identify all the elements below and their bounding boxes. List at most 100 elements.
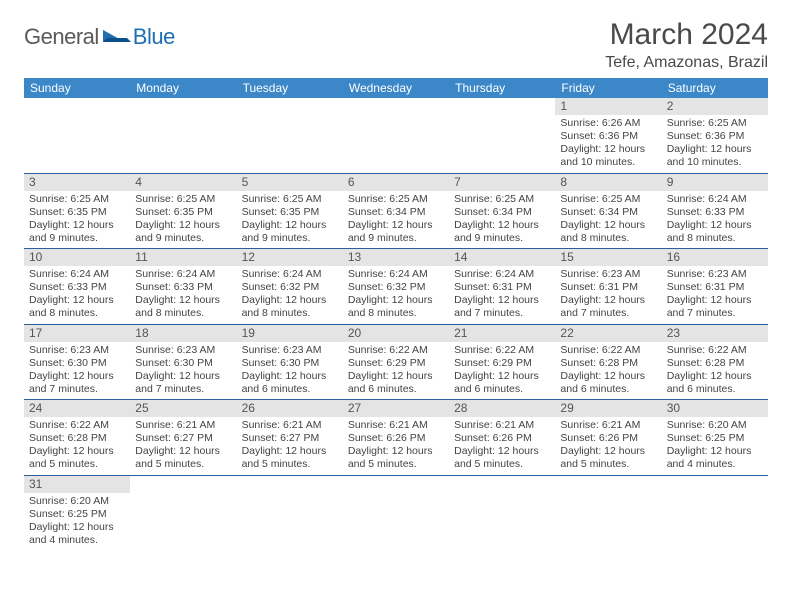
calendar-week-row: 10Sunrise: 6:24 AMSunset: 6:33 PMDayligh… xyxy=(24,249,768,325)
day-number: 26 xyxy=(237,400,343,417)
calendar-week-row: 24Sunrise: 6:22 AMSunset: 6:28 PMDayligh… xyxy=(24,400,768,476)
calendar-day-cell xyxy=(449,98,555,173)
calendar-day-cell: 13Sunrise: 6:24 AMSunset: 6:32 PMDayligh… xyxy=(343,249,449,325)
day-number: 19 xyxy=(237,325,343,342)
calendar-week-row: 1Sunrise: 6:26 AMSunset: 6:36 PMDaylight… xyxy=(24,98,768,173)
calendar-day-cell: 4Sunrise: 6:25 AMSunset: 6:35 PMDaylight… xyxy=(130,173,236,249)
logo-flag-icon xyxy=(103,28,131,46)
day-details: Sunrise: 6:25 AMSunset: 6:35 PMDaylight:… xyxy=(237,191,343,249)
day-number: 18 xyxy=(130,325,236,342)
day-details: Sunrise: 6:21 AMSunset: 6:27 PMDaylight:… xyxy=(130,417,236,475)
day-number: 15 xyxy=(555,249,661,266)
calendar-day-cell: 16Sunrise: 6:23 AMSunset: 6:31 PMDayligh… xyxy=(662,249,768,325)
weekday-header: Thursday xyxy=(449,78,555,98)
day-number: 10 xyxy=(24,249,130,266)
day-details: Sunrise: 6:23 AMSunset: 6:30 PMDaylight:… xyxy=(24,342,130,400)
calendar-day-cell: 18Sunrise: 6:23 AMSunset: 6:30 PMDayligh… xyxy=(130,324,236,400)
day-number: 21 xyxy=(449,325,555,342)
calendar-day-cell xyxy=(24,98,130,173)
calendar-day-cell: 26Sunrise: 6:21 AMSunset: 6:27 PMDayligh… xyxy=(237,400,343,476)
day-details: Sunrise: 6:21 AMSunset: 6:27 PMDaylight:… xyxy=(237,417,343,475)
calendar-week-row: 31Sunrise: 6:20 AMSunset: 6:25 PMDayligh… xyxy=(24,475,768,550)
location: Tefe, Amazonas, Brazil xyxy=(605,54,768,72)
calendar-day-cell: 14Sunrise: 6:24 AMSunset: 6:31 PMDayligh… xyxy=(449,249,555,325)
calendar-day-cell: 25Sunrise: 6:21 AMSunset: 6:27 PMDayligh… xyxy=(130,400,236,476)
day-details: Sunrise: 6:23 AMSunset: 6:31 PMDaylight:… xyxy=(662,266,768,324)
day-details: Sunrise: 6:25 AMSunset: 6:35 PMDaylight:… xyxy=(130,191,236,249)
calendar-day-cell: 30Sunrise: 6:20 AMSunset: 6:25 PMDayligh… xyxy=(662,400,768,476)
day-details: Sunrise: 6:21 AMSunset: 6:26 PMDaylight:… xyxy=(343,417,449,475)
day-details: Sunrise: 6:23 AMSunset: 6:31 PMDaylight:… xyxy=(555,266,661,324)
day-details: Sunrise: 6:20 AMSunset: 6:25 PMDaylight:… xyxy=(24,493,130,551)
header: General Blue March 2024 Tefe, Amazonas, … xyxy=(24,18,768,72)
day-details: Sunrise: 6:24 AMSunset: 6:32 PMDaylight:… xyxy=(343,266,449,324)
day-number: 28 xyxy=(449,400,555,417)
day-details: Sunrise: 6:25 AMSunset: 6:34 PMDaylight:… xyxy=(449,191,555,249)
calendar-day-cell: 1Sunrise: 6:26 AMSunset: 6:36 PMDaylight… xyxy=(555,98,661,173)
day-details: Sunrise: 6:22 AMSunset: 6:28 PMDaylight:… xyxy=(555,342,661,400)
day-number: 20 xyxy=(343,325,449,342)
calendar-week-row: 3Sunrise: 6:25 AMSunset: 6:35 PMDaylight… xyxy=(24,173,768,249)
calendar-day-cell: 27Sunrise: 6:21 AMSunset: 6:26 PMDayligh… xyxy=(343,400,449,476)
day-number: 22 xyxy=(555,325,661,342)
calendar-day-cell: 15Sunrise: 6:23 AMSunset: 6:31 PMDayligh… xyxy=(555,249,661,325)
day-number: 8 xyxy=(555,174,661,191)
calendar-day-cell xyxy=(130,475,236,550)
calendar-day-cell: 12Sunrise: 6:24 AMSunset: 6:32 PMDayligh… xyxy=(237,249,343,325)
calendar-day-cell: 8Sunrise: 6:25 AMSunset: 6:34 PMDaylight… xyxy=(555,173,661,249)
logo: General Blue xyxy=(24,18,175,50)
day-details: Sunrise: 6:25 AMSunset: 6:35 PMDaylight:… xyxy=(24,191,130,249)
calendar-day-cell: 21Sunrise: 6:22 AMSunset: 6:29 PMDayligh… xyxy=(449,324,555,400)
calendar-table: Sunday Monday Tuesday Wednesday Thursday… xyxy=(24,78,768,550)
day-details: Sunrise: 6:26 AMSunset: 6:36 PMDaylight:… xyxy=(555,115,661,173)
day-number: 11 xyxy=(130,249,236,266)
calendar-day-cell: 19Sunrise: 6:23 AMSunset: 6:30 PMDayligh… xyxy=(237,324,343,400)
day-number: 6 xyxy=(343,174,449,191)
calendar-day-cell: 22Sunrise: 6:22 AMSunset: 6:28 PMDayligh… xyxy=(555,324,661,400)
calendar-day-cell: 20Sunrise: 6:22 AMSunset: 6:29 PMDayligh… xyxy=(343,324,449,400)
day-number: 27 xyxy=(343,400,449,417)
calendar-day-cell: 31Sunrise: 6:20 AMSunset: 6:25 PMDayligh… xyxy=(24,475,130,550)
day-details: Sunrise: 6:24 AMSunset: 6:32 PMDaylight:… xyxy=(237,266,343,324)
day-details: Sunrise: 6:22 AMSunset: 6:28 PMDaylight:… xyxy=(24,417,130,475)
calendar-day-cell xyxy=(130,98,236,173)
day-details: Sunrise: 6:24 AMSunset: 6:33 PMDaylight:… xyxy=(662,191,768,249)
day-details: Sunrise: 6:22 AMSunset: 6:29 PMDaylight:… xyxy=(449,342,555,400)
day-details: Sunrise: 6:21 AMSunset: 6:26 PMDaylight:… xyxy=(449,417,555,475)
day-number: 17 xyxy=(24,325,130,342)
logo-text-blue: Blue xyxy=(133,24,175,50)
calendar-day-cell: 6Sunrise: 6:25 AMSunset: 6:34 PMDaylight… xyxy=(343,173,449,249)
day-number: 3 xyxy=(24,174,130,191)
calendar-day-cell xyxy=(343,98,449,173)
weekday-header: Tuesday xyxy=(237,78,343,98)
day-number: 16 xyxy=(662,249,768,266)
calendar-day-cell: 17Sunrise: 6:23 AMSunset: 6:30 PMDayligh… xyxy=(24,324,130,400)
calendar-day-cell: 29Sunrise: 6:21 AMSunset: 6:26 PMDayligh… xyxy=(555,400,661,476)
day-number: 12 xyxy=(237,249,343,266)
day-number: 23 xyxy=(662,325,768,342)
day-details: Sunrise: 6:20 AMSunset: 6:25 PMDaylight:… xyxy=(662,417,768,475)
day-details: Sunrise: 6:23 AMSunset: 6:30 PMDaylight:… xyxy=(130,342,236,400)
weekday-header: Sunday xyxy=(24,78,130,98)
calendar-day-cell: 2Sunrise: 6:25 AMSunset: 6:36 PMDaylight… xyxy=(662,98,768,173)
logo-text-general: General xyxy=(24,24,99,50)
calendar-day-cell: 5Sunrise: 6:25 AMSunset: 6:35 PMDaylight… xyxy=(237,173,343,249)
day-number: 7 xyxy=(449,174,555,191)
calendar-day-cell: 11Sunrise: 6:24 AMSunset: 6:33 PMDayligh… xyxy=(130,249,236,325)
day-number: 1 xyxy=(555,98,661,115)
calendar-day-cell xyxy=(555,475,661,550)
day-details: Sunrise: 6:22 AMSunset: 6:29 PMDaylight:… xyxy=(343,342,449,400)
weekday-header-row: Sunday Monday Tuesday Wednesday Thursday… xyxy=(24,78,768,98)
day-details: Sunrise: 6:22 AMSunset: 6:28 PMDaylight:… xyxy=(662,342,768,400)
day-number: 4 xyxy=(130,174,236,191)
day-number: 31 xyxy=(24,476,130,493)
day-number: 9 xyxy=(662,174,768,191)
calendar-day-cell: 24Sunrise: 6:22 AMSunset: 6:28 PMDayligh… xyxy=(24,400,130,476)
title-block: March 2024 Tefe, Amazonas, Brazil xyxy=(605,18,768,72)
day-details: Sunrise: 6:25 AMSunset: 6:36 PMDaylight:… xyxy=(662,115,768,173)
calendar-day-cell: 7Sunrise: 6:25 AMSunset: 6:34 PMDaylight… xyxy=(449,173,555,249)
month-title: March 2024 xyxy=(605,18,768,52)
weekday-header: Wednesday xyxy=(343,78,449,98)
day-details: Sunrise: 6:24 AMSunset: 6:31 PMDaylight:… xyxy=(449,266,555,324)
calendar-day-cell xyxy=(662,475,768,550)
